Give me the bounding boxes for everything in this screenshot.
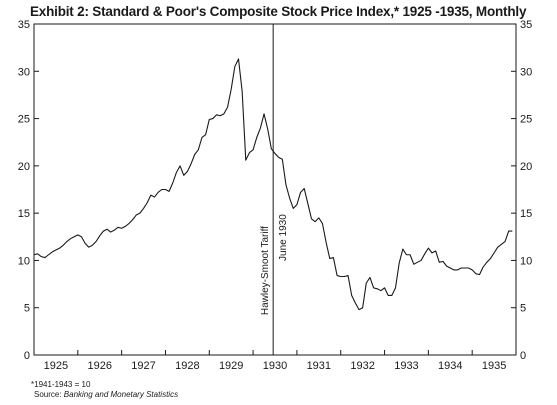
y-tick-label-right: 0 (520, 350, 526, 362)
y-tick-label-right: 20 (520, 161, 532, 173)
y-tick-label-left: 30 (18, 66, 30, 78)
source-title: Banking and Monetary Statistics (63, 390, 179, 399)
source-note: Source: Banking and Monetary Statistics (31, 390, 178, 400)
x-tick-label: 1927 (131, 360, 155, 372)
y-axis-left: 0 5 10 15 20 25 30 35 (18, 19, 39, 362)
tariff-annotation-date: June 1930 (278, 214, 289, 261)
y-tick-label-left: 25 (18, 114, 30, 126)
y-axis-right: 0 5 10 15 20 25 30 35 (511, 19, 532, 362)
x-axis: 1925 1926 1927 1928 1929 1930 1931 1932 1933 1934… (33, 350, 517, 372)
plot-frame (33, 23, 517, 356)
source-prefix: Source: (34, 390, 64, 399)
x-tick-label: 1930 (263, 360, 287, 372)
tariff-annotation: Hawley-Smoot Tariff June 1930 (260, 24, 289, 355)
y-tick-label-right: 25 (520, 114, 532, 126)
x-tick-label: 1928 (175, 360, 199, 372)
base-period-note: *1941-1943 = 10 (31, 380, 91, 389)
x-tick-label: 1931 (307, 360, 331, 372)
x-tick-label: 1926 (87, 360, 111, 372)
y-tick-label-right: 35 (520, 19, 532, 31)
y-tick-label-left: 5 (24, 303, 30, 315)
x-tick-label: 1932 (350, 360, 374, 372)
sp-index-series-line (33, 58, 513, 311)
x-tick-label: 1933 (394, 360, 418, 372)
y-tick-label-left: 35 (18, 19, 30, 31)
y-tick-label-right: 5 (520, 303, 526, 315)
chart-title: Exhibit 2: Standard & Poor's Composite S… (30, 4, 527, 19)
y-tick-label-left: 0 (24, 350, 30, 362)
x-tick-label: 1935 (482, 360, 506, 372)
x-tick-label: 1929 (219, 360, 243, 372)
y-tick-label-right: 10 (520, 255, 532, 267)
y-tick-label-left: 10 (18, 255, 30, 267)
footnote: *1941-1943 = 10 Source: Banking and Mone… (31, 380, 178, 400)
x-tick-label: 1925 (44, 360, 68, 372)
y-tick-label-right: 15 (520, 208, 532, 220)
tariff-annotation-label: Hawley-Smoot Tariff (260, 226, 271, 315)
x-tick-label: 1934 (438, 360, 462, 372)
y-tick-label-left: 20 (18, 161, 30, 173)
y-tick-label-left: 15 (18, 208, 30, 220)
y-tick-label-right: 30 (520, 66, 532, 78)
